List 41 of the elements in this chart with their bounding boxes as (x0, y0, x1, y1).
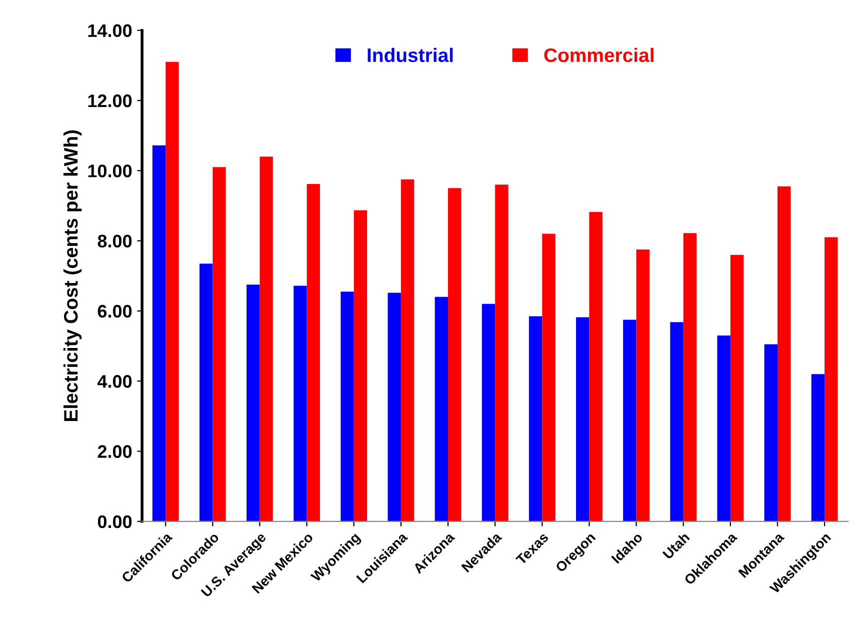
bar (528, 316, 542, 522)
bar (212, 167, 226, 522)
bar (764, 344, 778, 522)
bar (166, 62, 179, 522)
y-tick-label: 6.00 (98, 304, 132, 318)
bar (623, 320, 636, 522)
y-tick-label: 2.00 (98, 445, 132, 458)
bar (824, 237, 838, 522)
bar (683, 233, 697, 522)
y-tick-label: 0.00 (98, 515, 132, 528)
y-tick-label: 14.00 (88, 24, 132, 38)
bar (246, 284, 260, 522)
bar (482, 304, 496, 522)
bar (294, 286, 307, 522)
bar (306, 184, 320, 522)
bar (636, 250, 650, 522)
bar (717, 335, 730, 522)
bar (400, 179, 414, 522)
legend-label: Industrial (368, 48, 453, 62)
y-tick-label: 4.00 (97, 375, 132, 388)
bar (495, 184, 508, 522)
legend-label: Commercial (544, 48, 654, 62)
bar (260, 156, 273, 522)
bar (542, 234, 556, 522)
bar (388, 292, 401, 522)
bar (152, 145, 166, 522)
bar (340, 292, 354, 522)
bar (777, 186, 791, 522)
bar (576, 317, 590, 522)
bar (811, 374, 825, 522)
bar (448, 188, 462, 522)
bar (199, 264, 213, 522)
bar (589, 212, 602, 522)
y-tick-label: 12.00 (88, 94, 132, 108)
y-tick-label: 8.00 (98, 234, 132, 248)
bar (670, 322, 684, 522)
bar (434, 296, 448, 522)
bar (730, 254, 744, 522)
bar (354, 210, 368, 522)
y-axis-title: Electricity Cost (cents per kWh) (63, 130, 82, 421)
y-tick-label: 10.00 (88, 164, 132, 178)
